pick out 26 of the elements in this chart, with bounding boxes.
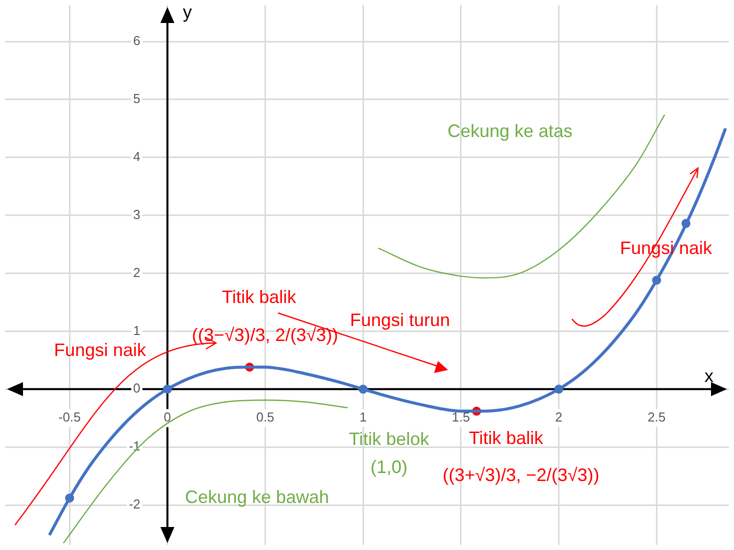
annotation: Cekung ke atas xyxy=(447,120,573,141)
x-tick-label: 1 xyxy=(359,410,367,425)
annotation: Fungsi naik xyxy=(54,340,148,360)
annotation: Titik balik xyxy=(468,428,544,448)
annotation: Cekung ke bawah xyxy=(184,486,330,507)
y-tick-label: 5 xyxy=(133,91,140,106)
x-tick-label: 2.5 xyxy=(648,410,666,425)
y-tick-label: 6 xyxy=(133,33,140,48)
y-tick-label: 2 xyxy=(133,264,140,280)
x-tick-label: 2 xyxy=(555,410,562,425)
y-tick-label: 3 xyxy=(133,206,140,222)
annotation: ((3−√3)/3, 2/(3√3)) xyxy=(192,324,338,345)
x-tick-label: 1.5 xyxy=(452,410,470,425)
annotation: ((3+√3)/3, −2/(3√3)) xyxy=(442,464,600,485)
x-tick-label: -0.5 xyxy=(58,410,81,425)
annotation: Fungsi turun xyxy=(350,310,450,330)
y-tick-label: 4 xyxy=(133,148,140,164)
y-tick-label: -2 xyxy=(128,496,140,512)
x-tick-label: 0 xyxy=(164,410,172,425)
y-axis-title: y xyxy=(182,2,192,22)
x-axis-title: x xyxy=(704,366,714,386)
y-tick-label: 0 xyxy=(133,380,140,396)
annotation: Titik balik xyxy=(222,286,298,307)
annotation: Titik belok (1,0) xyxy=(348,428,430,477)
x-tick-label: 0.5 xyxy=(256,410,274,425)
y-tick-label: 1 xyxy=(133,322,140,338)
